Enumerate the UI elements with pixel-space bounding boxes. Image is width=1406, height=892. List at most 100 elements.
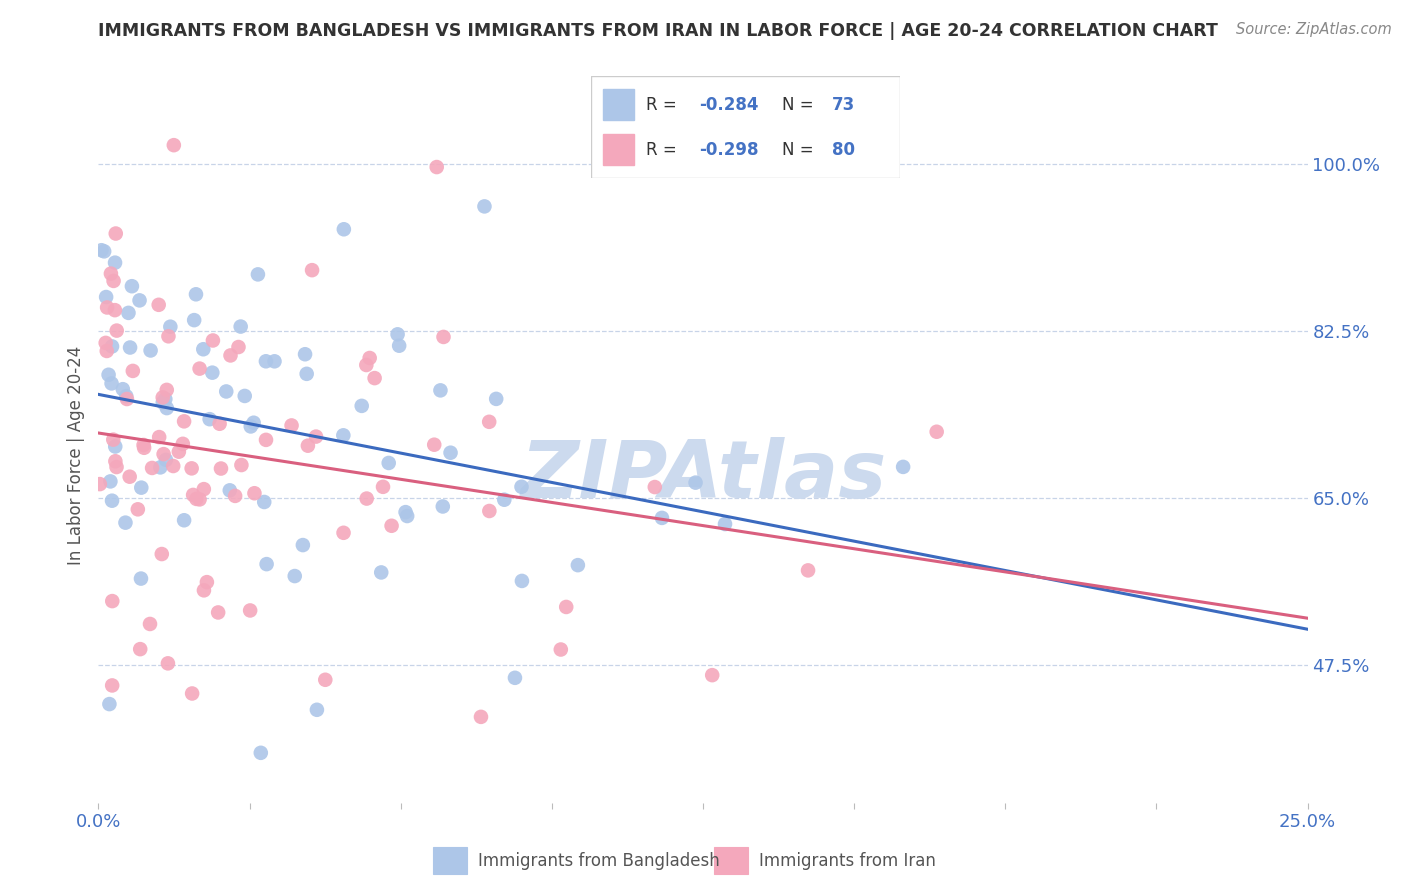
Point [218, 483, 240, 498]
Point [152, 447, 174, 461]
Text: IMMIGRANTS FROM BANGLADESH VS IMMIGRANTS FROM IRAN IN LABOR FORCE | AGE 20-24 CO: IMMIGRANTS FROM BANGLADESH VS IMMIGRANTS… [98, 22, 1218, 40]
Point [155, 453, 177, 467]
Point [90, 244, 112, 258]
Text: Source: ZipAtlas.com: Source: ZipAtlas.com [1236, 22, 1392, 37]
Point [474, 199, 496, 213]
Point [314, 673, 336, 687]
Point [209, 461, 232, 475]
Point [148, 430, 170, 444]
Point [188, 492, 211, 507]
Point [139, 617, 162, 632]
Point [891, 459, 914, 474]
Point [208, 417, 231, 431]
Point [295, 367, 318, 381]
Text: R =: R = [647, 95, 676, 113]
Point [152, 391, 174, 405]
Point [215, 384, 238, 399]
Point [181, 686, 204, 700]
Point [101, 339, 124, 353]
Point [94, 290, 117, 304]
Point [387, 327, 409, 342]
Point [925, 425, 948, 439]
Point [305, 429, 328, 443]
Point [231, 458, 253, 472]
Text: N =: N = [782, 95, 814, 113]
Point [167, 444, 190, 458]
Point [246, 268, 269, 282]
Point [284, 569, 307, 583]
Point [702, 668, 724, 682]
Point [550, 642, 572, 657]
Point [118, 469, 141, 483]
Text: 80: 80 [832, 141, 855, 159]
Point [644, 480, 666, 494]
Bar [714, 847, 748, 874]
Point [115, 389, 138, 403]
Point [128, 293, 150, 308]
Point [98, 697, 121, 711]
Point [193, 583, 215, 598]
Point [183, 313, 205, 327]
Point [132, 441, 155, 455]
Point [714, 516, 737, 531]
Text: Immigrants from Iran: Immigrants from Iran [759, 852, 936, 870]
Point [394, 505, 416, 519]
Point [363, 371, 385, 385]
Point [510, 574, 533, 588]
Point [432, 330, 454, 344]
Point [149, 460, 172, 475]
Point [180, 461, 202, 475]
Point [105, 460, 128, 475]
Point [229, 319, 252, 334]
FancyBboxPatch shape [591, 76, 900, 178]
Point [439, 446, 461, 460]
Point [155, 392, 177, 406]
Point [105, 324, 128, 338]
Point [263, 354, 285, 368]
Point [350, 399, 373, 413]
Point [201, 366, 224, 380]
Point [115, 392, 138, 406]
Point [555, 599, 578, 614]
Point [239, 419, 262, 434]
Point [429, 384, 451, 398]
Point [120, 341, 142, 355]
Bar [603, 135, 634, 165]
Point [423, 438, 446, 452]
Point [96, 343, 118, 358]
Point [121, 364, 143, 378]
Text: Immigrants from Bangladesh: Immigrants from Bangladesh [478, 852, 720, 870]
Point [254, 433, 277, 447]
Point [129, 642, 152, 657]
Point [104, 454, 127, 468]
Point [173, 414, 195, 428]
Point [156, 383, 179, 397]
Bar [433, 847, 467, 874]
Point [370, 566, 392, 580]
Point [104, 227, 127, 241]
Point [148, 298, 170, 312]
Point [101, 594, 124, 608]
Point [297, 439, 319, 453]
Point [249, 746, 271, 760]
Point [219, 348, 242, 362]
Point [242, 416, 264, 430]
Point [243, 486, 266, 500]
Point [567, 558, 589, 573]
Point [478, 504, 501, 518]
Point [797, 563, 820, 577]
Point [103, 274, 125, 288]
Point [162, 458, 184, 473]
Point [156, 401, 179, 415]
Point [156, 657, 179, 671]
Point [333, 222, 356, 236]
Point [356, 491, 378, 506]
Point [396, 509, 419, 524]
Point [101, 493, 124, 508]
Point [377, 456, 399, 470]
Point [152, 395, 174, 409]
Text: 73: 73 [832, 95, 855, 113]
Point [256, 557, 278, 571]
Point [651, 511, 673, 525]
Point [301, 263, 323, 277]
